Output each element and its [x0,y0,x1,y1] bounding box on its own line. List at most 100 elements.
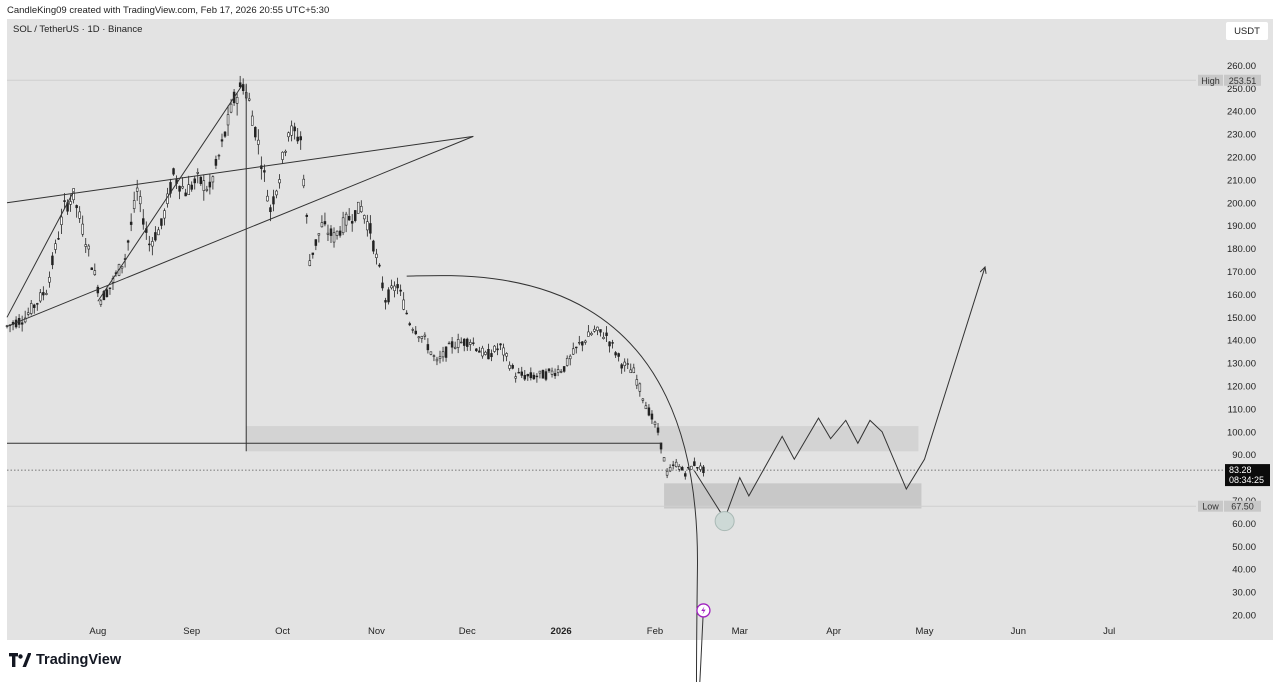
x-tick-label: Apr [826,626,841,637]
candle [408,323,411,326]
candle [248,98,251,101]
candle [57,238,60,240]
candle [614,352,617,356]
candle [608,341,611,347]
candle [278,179,281,184]
candle [93,270,97,275]
candle [559,371,563,373]
candle [411,329,414,331]
candle [384,300,387,303]
x-tick-label: May [916,626,934,637]
y-tick-label: 260.00 [1227,61,1256,72]
symbol-legend: SOL / TetherUS · 1D · Binance [13,24,143,35]
attribution-text: CandleKing09 created with TradingView.co… [7,5,330,16]
y-tick-label: 180.00 [1227,244,1256,255]
candle [341,217,345,234]
candle [650,413,654,420]
x-tick-label: Nov [368,626,385,637]
candle [478,350,481,353]
candle [51,255,54,266]
candle [205,188,209,191]
candle [547,368,551,372]
candle [293,126,296,132]
y-tick-label: 50.00 [1232,542,1256,553]
candle [360,206,363,213]
candle [656,427,660,433]
candle [487,349,490,360]
x-tick-label: 2026 [551,626,572,637]
candle [78,211,81,219]
candle [484,351,487,355]
channel-line-a [6,191,75,318]
x-tick-label: Jul [1103,626,1115,637]
candle [444,346,448,358]
candle [317,233,321,236]
candle [347,215,351,221]
candle [671,464,675,466]
candles [5,75,705,480]
candle [199,176,203,184]
low-label: Low [1202,502,1219,512]
currency-button[interactable]: USDT [1226,22,1268,40]
demand-zone [664,483,922,509]
candle [381,282,384,289]
candle [620,364,623,369]
candle [308,260,312,266]
y-tick-label: 160.00 [1227,290,1256,301]
candle [223,131,227,137]
candle [674,461,678,467]
candle [332,232,336,243]
y-tick-label: 220.00 [1227,153,1256,164]
candle [402,299,405,310]
candle [659,442,663,450]
candle [196,172,200,174]
candle [54,243,57,250]
candle [281,151,284,160]
x-tick-label: Mar [732,626,748,637]
candle [502,347,505,356]
candle [459,341,463,344]
candle [505,353,508,357]
brand: TradingView [9,652,121,668]
candle [290,125,293,136]
x-tick-label: Aug [89,626,106,637]
candle [499,343,502,346]
candle [599,329,602,333]
candle [226,114,230,126]
candle [132,200,136,209]
candle [432,355,436,357]
candle [151,241,154,247]
candle [338,230,342,236]
candle [378,264,381,267]
candle [178,185,181,192]
x-tick-label: Feb [647,626,663,637]
candle [541,369,545,379]
candle [311,252,315,255]
candle [172,168,175,175]
candle [184,192,187,197]
projection-arrowhead [979,265,987,274]
candle [493,345,496,352]
candle [429,351,433,355]
candle [126,240,130,243]
x-tick-label: Sep [183,626,200,637]
candle [602,336,605,339]
y-tick-label: 240.00 [1227,107,1256,118]
y-tick-label: 170.00 [1227,267,1256,278]
high-label-box [1198,74,1223,86]
candle [363,215,366,220]
candle [29,303,33,314]
y-tick-label: 190.00 [1227,221,1256,232]
candle [39,292,42,302]
candle [632,367,636,373]
candle [399,289,402,292]
candle [284,150,287,153]
candle [214,158,218,166]
candle [129,221,133,225]
candle [414,330,418,335]
candle [453,346,457,349]
candle [544,371,548,380]
low-value: 67.50 [1231,502,1254,512]
candle [320,222,324,228]
